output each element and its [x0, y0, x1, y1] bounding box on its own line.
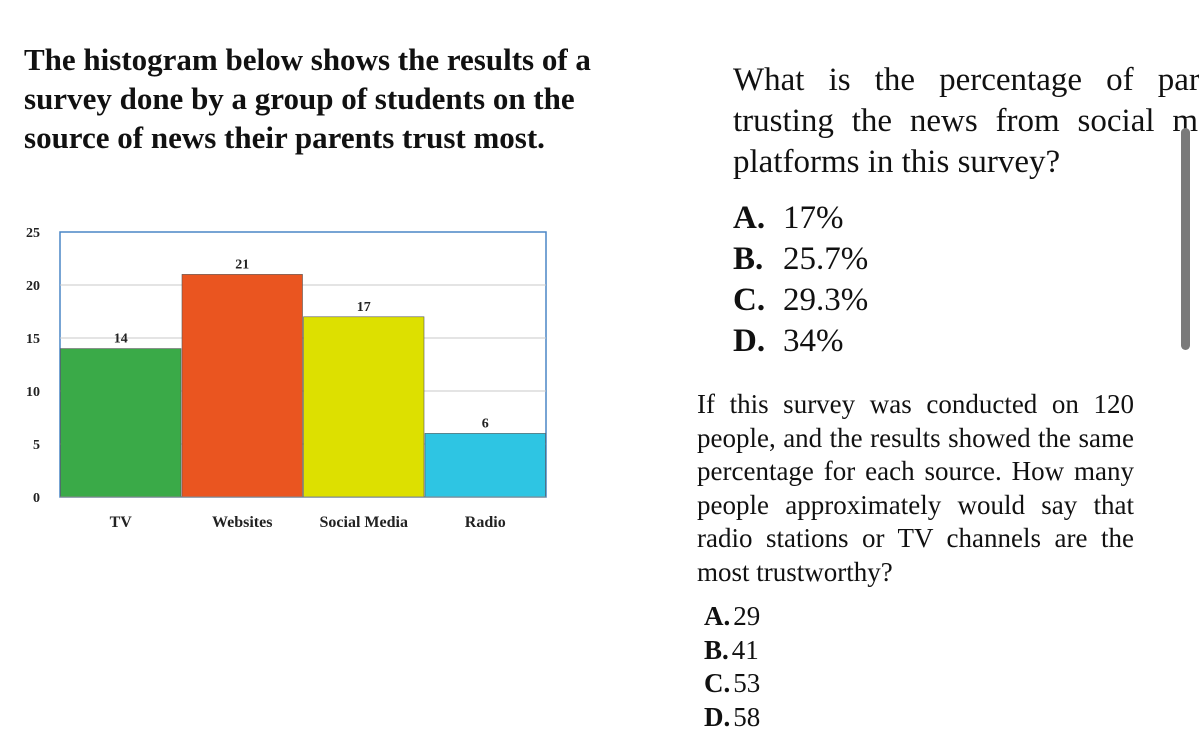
- q2-option-b[interactable]: B. 41: [704, 634, 760, 668]
- q2-option-c-text: 53: [733, 668, 761, 698]
- q2-option-c-letter: C.: [704, 668, 731, 698]
- chart-svg: 0 5 10 15 20 25 14 21 17 6 TV Websites Social Media R…: [26, 226, 547, 531]
- q1-option-b-text: 25.7%: [783, 241, 869, 277]
- data-label: 14: [114, 332, 128, 347]
- q1-option-c-text: 29.3%: [783, 282, 869, 318]
- q2-option-a-letter: A.: [704, 601, 731, 631]
- x-tick-label: Websites: [212, 514, 272, 531]
- question-1-text: What is the percentage of parents trusti…: [733, 62, 1199, 180]
- bar-radio: [424, 433, 546, 498]
- bar-websites: [181, 274, 303, 498]
- q2-option-a-text: 29: [733, 601, 761, 631]
- y-tick-label: 10: [26, 385, 40, 400]
- vertical-scrollbar[interactable]: [1181, 128, 1190, 350]
- bar-tv: [60, 348, 182, 498]
- q1-option-a-text: 17%: [783, 200, 844, 236]
- q1-option-b[interactable]: B. 25.7%: [733, 239, 868, 280]
- q2-option-d-text: 58: [733, 701, 761, 732]
- x-tick-label: TV: [110, 514, 133, 531]
- q1-option-a[interactable]: A. 17%: [733, 198, 868, 239]
- data-label: 21: [235, 257, 249, 272]
- q2-option-d[interactable]: D. 58: [704, 701, 760, 735]
- data-label: 6: [482, 416, 489, 431]
- y-tick-label: 15: [26, 332, 40, 347]
- bar-chart: 0 5 10 15 20 25 14 21 17 6 TV Websites Social Media R…: [0, 210, 560, 550]
- intro-text: The histogram below shows the results of…: [24, 42, 591, 155]
- bar-social-media: [303, 316, 425, 498]
- y-tick-label: 20: [26, 279, 40, 294]
- q2-option-d-letter: D.: [704, 701, 731, 732]
- y-tick-label: 0: [33, 491, 40, 506]
- question-2-text: If this survey was conducted on 120 peop…: [697, 389, 1134, 587]
- question-2-options: A. 29 B. 41 C. 53 D. 58: [704, 600, 760, 734]
- y-tick-label: 5: [33, 438, 40, 453]
- question-1-options: A. 17% B. 25.7% C. 29.3% D. 34%: [733, 198, 868, 362]
- q2-option-a[interactable]: A. 29: [704, 600, 760, 634]
- q1-option-c[interactable]: C. 29.3%: [733, 280, 868, 321]
- q1-option-b-letter: B.: [733, 241, 764, 277]
- y-tick-label: 25: [26, 226, 40, 241]
- data-label: 17: [357, 300, 371, 315]
- q2-option-c[interactable]: C. 53: [704, 667, 760, 701]
- x-tick-label: Social Media: [320, 514, 408, 531]
- q1-option-d[interactable]: D. 34%: [733, 321, 868, 362]
- q2-option-b-letter: B.: [704, 634, 729, 665]
- q1-option-d-text: 34%: [783, 323, 844, 359]
- q1-option-c-letter: C.: [733, 282, 766, 318]
- q1-option-a-letter: A.: [733, 200, 766, 236]
- x-tick-label: Radio: [465, 514, 506, 531]
- q1-option-d-letter: D.: [733, 323, 766, 359]
- q2-option-b-text: 41: [731, 634, 759, 665]
